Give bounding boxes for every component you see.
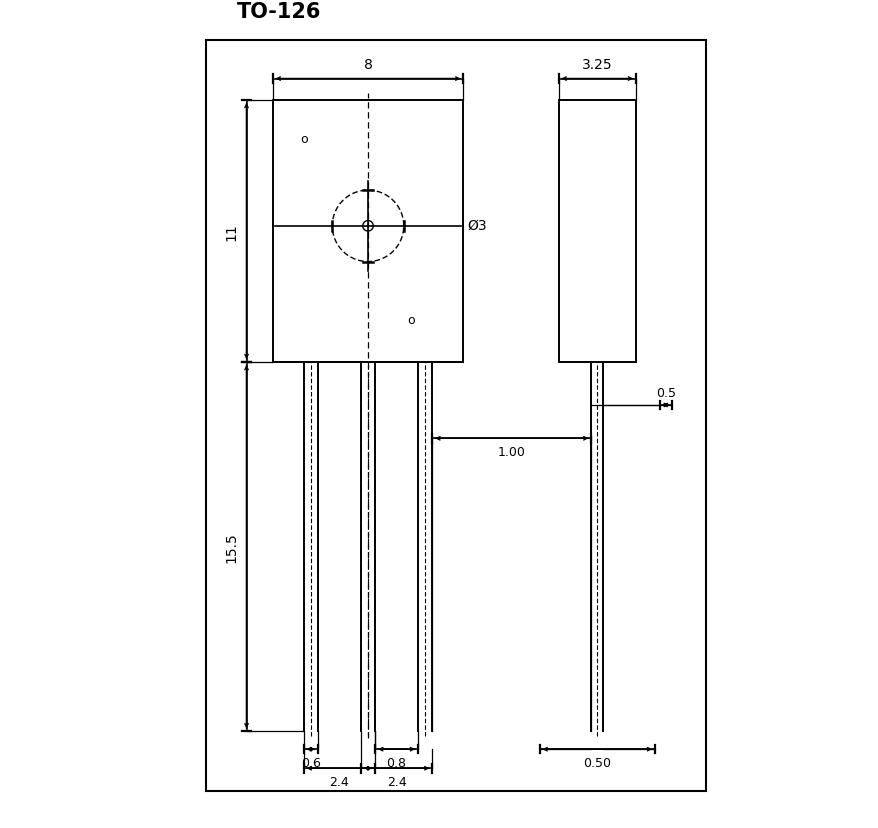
Text: 1.00: 1.00 — [497, 445, 525, 459]
Text: 2.4: 2.4 — [329, 775, 349, 788]
Bar — [558, 101, 636, 363]
Text: 15.5: 15.5 — [225, 532, 239, 562]
Text: o: o — [407, 313, 414, 326]
Text: 0.50: 0.50 — [583, 756, 610, 769]
Text: TO-126: TO-126 — [237, 2, 321, 22]
Bar — [272, 101, 463, 363]
Text: Ø3: Ø3 — [466, 219, 486, 233]
Bar — [205, 41, 706, 791]
Text: 0.6: 0.6 — [300, 756, 320, 769]
Text: 0.8: 0.8 — [386, 756, 407, 769]
Text: 11: 11 — [225, 223, 239, 241]
Text: 3.25: 3.25 — [581, 58, 612, 72]
Text: 8: 8 — [363, 58, 372, 72]
Text: 0.5: 0.5 — [655, 387, 675, 399]
Text: o: o — [299, 132, 307, 146]
Text: 2.4: 2.4 — [386, 775, 406, 788]
